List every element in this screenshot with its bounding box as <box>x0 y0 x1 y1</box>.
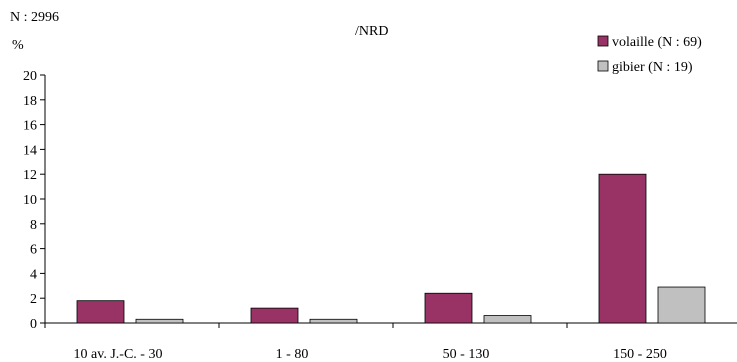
y-unit-label: % <box>12 38 24 53</box>
legend-label-gibier: gibier (N : 19) <box>612 60 693 75</box>
bar-gibier <box>483 315 532 324</box>
legend-swatch-volaille <box>597 35 609 47</box>
x-tick-label: 1 - 80 <box>276 347 309 362</box>
y-tick-label: 10 <box>23 193 37 208</box>
y-tick-label: 20 <box>23 69 37 84</box>
y-tick-label: 14 <box>23 143 37 158</box>
legend-label-volaille: volaille (N : 69) <box>612 35 702 50</box>
y-tick-label: 0 <box>30 317 37 332</box>
legend-swatch-gibier <box>597 60 609 72</box>
bar-volaille <box>598 173 647 324</box>
y-tick-label: 16 <box>23 119 37 134</box>
bar-gibier <box>135 318 184 324</box>
bar-gibier <box>657 286 706 324</box>
bar-volaille <box>76 300 125 324</box>
y-tick-label: 4 <box>30 267 37 282</box>
x-tick-label: 150 - 250 <box>613 347 667 362</box>
y-tick-label: 6 <box>30 243 37 258</box>
y-tick-label: 8 <box>30 218 37 233</box>
y-tick-label: 2 <box>30 292 37 307</box>
bar-volaille <box>424 292 473 324</box>
y-axis-ticks: 0 2 4 6 8 10 12 14 16 18 20 <box>23 69 45 332</box>
legend: volaille (N : 69) gibier (N : 19) <box>597 35 702 75</box>
bar-volaille <box>250 307 299 324</box>
x-tick-label: 50 - 130 <box>443 347 490 362</box>
x-tick-label: 10 av. J.-C. - 30 <box>74 347 163 362</box>
measure-label: /NRD <box>355 24 388 39</box>
total-count-label: N : 2996 <box>10 10 59 25</box>
y-tick-label: 18 <box>23 94 37 109</box>
bar-gibier <box>309 318 358 324</box>
y-tick-label: 12 <box>23 168 37 183</box>
bars <box>76 173 706 324</box>
x-axis-labels: 10 av. J.-C. - 30 1 - 80 50 - 130 150 - 250 <box>74 347 667 362</box>
